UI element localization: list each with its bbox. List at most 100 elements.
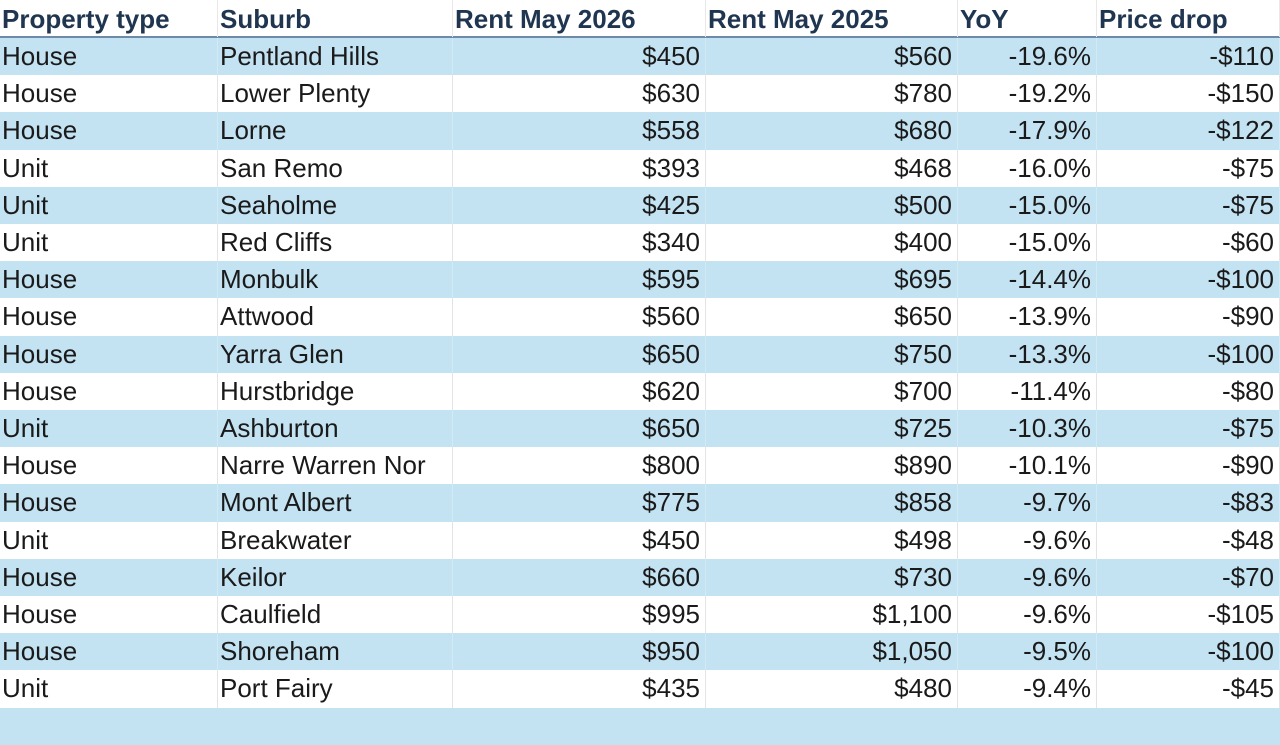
table-cell: Caulfield [218, 596, 453, 634]
table-cell: $775 [453, 484, 706, 522]
table-row: House Monbulk $595 $695 -14.4% -$100 [0, 261, 1280, 299]
table-cell: $950 [453, 633, 706, 671]
table-cell: House [0, 596, 218, 634]
table-cell: $480 [706, 670, 958, 708]
table-cell: $650 [453, 335, 706, 373]
table-cell: Lorne [218, 112, 453, 150]
table-row: House Narre Warren Nor $800 $890 -10.1% -$90 [0, 447, 1280, 485]
header-cell: Rent May 2026 [453, 0, 706, 37]
table-cell: $468 [706, 149, 958, 187]
table-cell: -$70 [1097, 558, 1280, 596]
table-row: Unit San Remo $393 $468 -16.0% -$75 [0, 149, 1280, 187]
table-cell: $498 [706, 521, 958, 559]
table-cell: -$150 [1097, 75, 1280, 113]
table-cell: $695 [706, 261, 958, 299]
table-cell: $858 [706, 484, 958, 522]
table-cell: -$60 [1097, 224, 1280, 262]
table-row: Unit Ashburton $650 $725 -10.3% -$75 [0, 410, 1280, 448]
table-cell: Mont Albert [218, 484, 453, 522]
table-cell: $620 [453, 372, 706, 410]
table-cell: Keilor [218, 558, 453, 596]
table-cell: Unit [0, 410, 218, 448]
table-cell: $340 [453, 224, 706, 262]
table-cell: Unit [0, 521, 218, 559]
header-cell: Rent May 2025 [706, 0, 958, 37]
table-cell: $630 [453, 75, 706, 113]
table-cell: -9.6% [958, 596, 1097, 634]
table-cell: $560 [706, 38, 958, 76]
table-cell: House [0, 558, 218, 596]
table-cell: $1,050 [706, 633, 958, 671]
table-cell: $725 [706, 410, 958, 448]
table-cell: -17.9% [958, 112, 1097, 150]
table-cell: Hurstbridge [218, 372, 453, 410]
header-cell: Property type [0, 0, 218, 37]
table-cell: $680 [706, 112, 958, 150]
table-cell: Seaholme [218, 186, 453, 224]
table-cell: $750 [706, 335, 958, 373]
table-cell: House [0, 112, 218, 150]
table-cell: House [0, 75, 218, 113]
table-cell: -15.0% [958, 224, 1097, 262]
table-cell: -$122 [1097, 112, 1280, 150]
table-cell: $1,100 [706, 596, 958, 634]
table-cell: $660 [453, 558, 706, 596]
table-cell: -19.2% [958, 75, 1097, 113]
table-cell: -11.4% [958, 372, 1097, 410]
table-cell: $650 [706, 298, 958, 336]
table-row: House Attwood $560 $650 -13.9% -$90 [0, 298, 1280, 336]
table-cell: -$83 [1097, 484, 1280, 522]
table-cell: Port Fairy [218, 670, 453, 708]
table-cell: -10.3% [958, 410, 1097, 448]
table-cell: -13.9% [958, 298, 1097, 336]
table-cell: Unit [0, 186, 218, 224]
table-cell: -$110 [1097, 38, 1280, 76]
table-cell: -9.4% [958, 670, 1097, 708]
table-cell: Shoreham [218, 633, 453, 671]
table-row: Unit Seaholme $425 $500 -15.0% -$75 [0, 186, 1280, 224]
table-row: Unit Port Fairy $435 $480 -9.4% -$45 [0, 670, 1280, 708]
table-row: Unit Red Cliffs $340 $400 -15.0% -$60 [0, 224, 1280, 262]
table-cell: House [0, 372, 218, 410]
table-cell: Monbulk [218, 261, 453, 299]
table-cell: House [0, 484, 218, 522]
table-cell: House [0, 38, 218, 76]
cropped-row [0, 707, 1280, 745]
table-cell: $435 [453, 670, 706, 708]
table-cell: Narre Warren Nor [218, 447, 453, 485]
table-row: House Shoreham $950 $1,050 -9.5% -$100 [0, 633, 1280, 671]
table-cell: -$100 [1097, 335, 1280, 373]
table-cell: -$45 [1097, 670, 1280, 708]
table-cell: -13.3% [958, 335, 1097, 373]
table-row: House Keilor $660 $730 -9.6% -$70 [0, 558, 1280, 596]
table-cell: House [0, 447, 218, 485]
table-cell: Red Cliffs [218, 224, 453, 262]
table-cell: -14.4% [958, 261, 1097, 299]
table-row: House Hurstbridge $620 $700 -11.4% -$80 [0, 372, 1280, 410]
table-cell: $450 [453, 38, 706, 76]
table-cell: -15.0% [958, 186, 1097, 224]
table-cell: $800 [453, 447, 706, 485]
table-cell: Unit [0, 149, 218, 187]
table-cell: -$100 [1097, 261, 1280, 299]
table-cell: $393 [453, 149, 706, 187]
table-cell: House [0, 633, 218, 671]
table-cell: $995 [453, 596, 706, 634]
table-cell: Unit [0, 224, 218, 262]
table-cell: -$75 [1097, 149, 1280, 187]
table-cell: $400 [706, 224, 958, 262]
table-cell: $780 [706, 75, 958, 113]
table-cell: Lower Plenty [218, 75, 453, 113]
table-cell: House [0, 261, 218, 299]
table-cell: -$75 [1097, 186, 1280, 224]
table-cell: $650 [453, 410, 706, 448]
table-cell: -9.7% [958, 484, 1097, 522]
table-cell: -$48 [1097, 521, 1280, 559]
table-cell: -9.6% [958, 521, 1097, 559]
table-cell: Unit [0, 670, 218, 708]
table-cell: $558 [453, 112, 706, 150]
table-cell: -$80 [1097, 372, 1280, 410]
header-cell: Price drop [1097, 0, 1280, 37]
table-cell: Breakwater [218, 521, 453, 559]
